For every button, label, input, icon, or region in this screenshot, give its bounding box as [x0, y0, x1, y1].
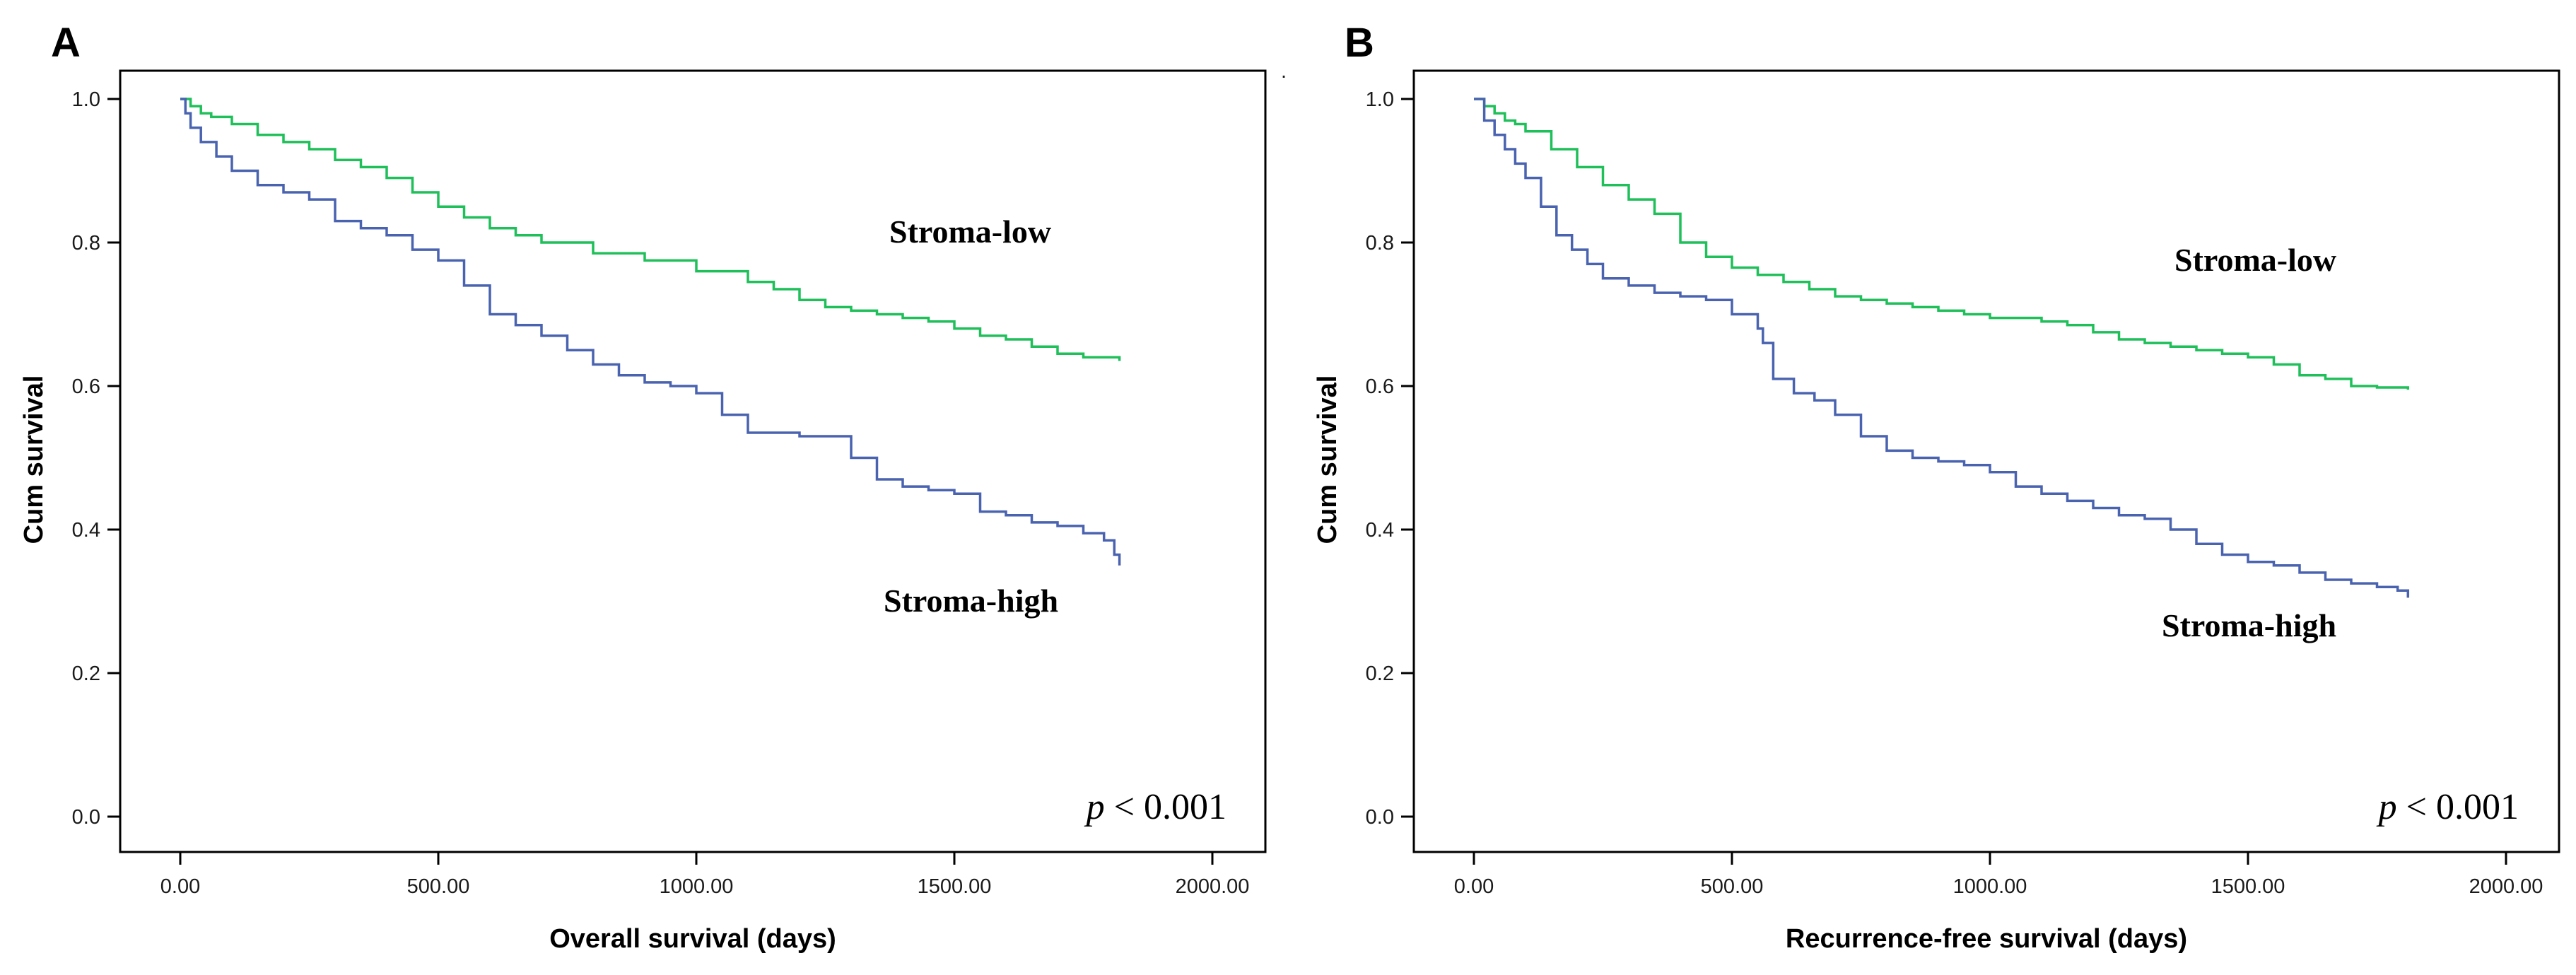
p-symbol-b: p [2376, 787, 2397, 827]
y-tick-label-b: 0.8 [1366, 232, 1394, 255]
series-group-a [180, 98, 1121, 566]
curve-label-stroma-high-b: Stroma-high [2162, 607, 2336, 643]
x-tick-label-a: 1500.00 [918, 875, 992, 898]
y-tick-label-b: 0.0 [1366, 806, 1394, 829]
y-tick-label-a: 0.6 [72, 375, 100, 398]
x-axis-label-a: Overall survival (days) [549, 924, 836, 954]
y-tick-label-b: 1.0 [1366, 88, 1394, 111]
p-threshold-a: < 0.001 [1105, 787, 1226, 827]
x-axis-a: 0.00 500.00 1000.00 1500.00 2000.00 [160, 852, 1250, 898]
y-axis-b: 0.0 0.2 0.4 0.6 0.8 1.0 [1366, 88, 1414, 829]
y-tick-label-a: 0.4 [72, 519, 100, 542]
curve-label-stroma-low-b: Stroma-low [2174, 242, 2336, 278]
series-group-b [1474, 98, 2410, 598]
plot-frame-a [119, 69, 1267, 853]
x-tick-label-a: 0.00 [160, 875, 200, 898]
x-axis-b: 0.00 500.00 1000.00 1500.00 2000.00 [1454, 852, 2543, 898]
curve-label-stroma-low-a: Stroma-low [889, 214, 1051, 250]
x-tick-label-a: 2000.00 [1176, 875, 1250, 898]
y-tick-label-a: 0.2 [72, 662, 100, 685]
y-axis-label-a: Cum survival [19, 375, 49, 544]
p-symbol-a: p [1084, 787, 1105, 827]
y-tick-label-b: 0.4 [1366, 519, 1394, 542]
km-curve-stroma-high-b [1474, 98, 2410, 598]
x-tick-label-b: 0.00 [1454, 875, 1494, 898]
panel-letter-b: B [1345, 20, 1374, 66]
x-axis-label-b: Recurrence-free survival (days) [1786, 924, 2187, 954]
panel-letter-a: A [51, 20, 81, 66]
p-value-a: p < 0.001 [1084, 787, 1226, 827]
x-tick-label-b: 2000.00 [2469, 875, 2543, 898]
panel-a: A 0.0 0.2 0.4 0.6 0.8 1.0 0.00 500.00 1000.00 15… [19, 20, 1267, 954]
km-curve-stroma-high-a [180, 98, 1121, 566]
p-value-b: p < 0.001 [2376, 787, 2519, 827]
y-tick-label-b: 0.2 [1366, 662, 1394, 685]
stray-mark: . [1281, 60, 1287, 83]
km-curve-stroma-low-a [180, 98, 1121, 361]
y-tick-label-a: 0.8 [72, 232, 100, 255]
x-tick-label-b: 500.00 [1701, 875, 1764, 898]
x-tick-label-b: 1000.00 [1953, 875, 2027, 898]
panel-b: B 0.0 0.2 0.4 0.6 0.8 1.0 0.00 500.00 1000.00 15… [1313, 20, 2560, 954]
y-axis-label-b: Cum survival [1313, 375, 1342, 544]
y-tick-label-b: 0.6 [1366, 375, 1394, 398]
p-threshold-b: < 0.001 [2397, 787, 2519, 827]
y-tick-label-a: 1.0 [72, 88, 100, 111]
y-tick-label-a: 0.0 [72, 806, 100, 829]
plot-frame-b [1412, 69, 2560, 853]
x-tick-label-a: 1000.00 [660, 875, 734, 898]
y-axis-a: 0.0 0.2 0.4 0.6 0.8 1.0 [72, 88, 120, 829]
curve-label-stroma-high-a: Stroma-high [884, 583, 1058, 619]
x-tick-label-b: 1500.00 [2211, 875, 2285, 898]
km-curve-stroma-low-b [1474, 98, 2410, 390]
x-tick-label-a: 500.00 [407, 875, 470, 898]
